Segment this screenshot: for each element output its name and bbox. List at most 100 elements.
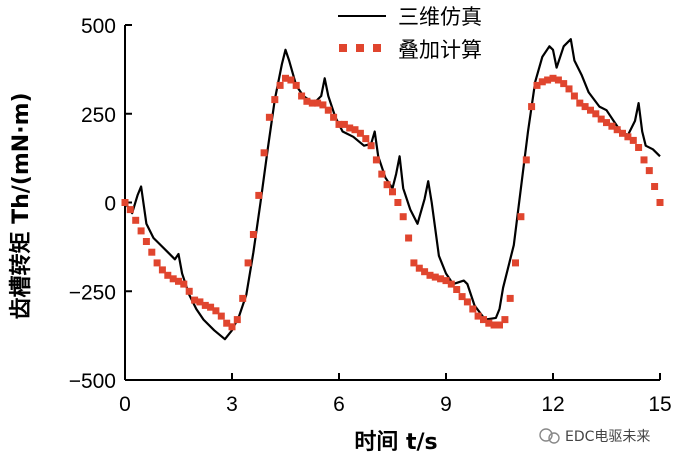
x-tick-label: 0 <box>119 393 131 416</box>
x-tick-label: 6 <box>333 393 345 416</box>
y-tick-label: −500 <box>69 370 116 393</box>
data-point-superposition <box>212 307 220 315</box>
data-point-superposition <box>191 296 199 304</box>
legend-label-simulation: 三维仿真 <box>398 5 482 29</box>
data-point-superposition <box>378 170 386 178</box>
data-point-superposition <box>554 76 562 84</box>
data-point-superposition <box>335 120 343 128</box>
data-point-superposition <box>356 129 364 137</box>
data-point-superposition <box>442 277 450 285</box>
data-point-superposition <box>651 183 659 190</box>
legend-marker-swatch <box>373 44 381 52</box>
data-point-superposition <box>303 97 311 105</box>
data-point-superposition <box>276 81 284 89</box>
data-point-superposition <box>223 319 231 327</box>
plot-layer: 0 3 6 9 12 15 500 250 0 −250 −500 <box>69 15 672 416</box>
data-point-superposition <box>180 280 188 288</box>
data-point-superposition <box>496 321 503 329</box>
data-point-superposition <box>126 206 134 214</box>
legend-marker-swatch <box>339 44 347 52</box>
data-point-superposition <box>613 126 621 134</box>
data-point-superposition <box>581 103 589 111</box>
data-point-superposition <box>570 92 578 100</box>
data-point-superposition <box>260 149 268 157</box>
data-point-superposition <box>522 156 530 164</box>
data-point-superposition <box>389 188 396 196</box>
x-tick-label: 15 <box>648 393 671 416</box>
data-point-superposition <box>490 321 498 329</box>
data-point-superposition <box>576 99 584 107</box>
data-point-superposition <box>265 113 273 121</box>
watermark: EDC电驱未来 <box>539 428 650 445</box>
data-point-superposition <box>319 101 327 109</box>
watermark-text: EDC电驱未来 <box>565 429 650 445</box>
data-point-superposition <box>207 303 215 311</box>
data-point-superposition <box>217 312 225 320</box>
data-point-superposition <box>233 316 241 324</box>
data-point-superposition <box>175 277 182 285</box>
data-point-superposition <box>421 268 429 276</box>
data-point-superposition <box>640 156 648 164</box>
data-point-superposition <box>597 115 605 123</box>
data-point-superposition <box>249 231 257 238</box>
legend-marker-swatch <box>356 44 364 52</box>
data-point-superposition <box>351 126 359 134</box>
data-point-superposition <box>255 191 263 199</box>
data-point-superposition <box>447 280 455 288</box>
data-point-superposition <box>635 144 643 151</box>
x-axis-label: 时间 t/s <box>354 430 437 455</box>
data-point-superposition <box>394 199 402 206</box>
data-point-superposition <box>587 106 594 114</box>
data-point-superposition <box>533 81 541 89</box>
data-point-superposition <box>196 298 204 306</box>
data-point-superposition <box>501 316 509 324</box>
data-point-superposition <box>549 74 557 82</box>
data-point-superposition <box>201 301 209 309</box>
y-axis-label: 齿槽转矩 Th/(mN·m) <box>8 92 34 319</box>
data-point-superposition <box>485 319 493 327</box>
data-point-superposition <box>619 129 626 137</box>
x-tick-label: 12 <box>541 393 564 416</box>
data-point-superposition <box>372 156 380 164</box>
data-point-superposition <box>132 216 140 224</box>
data-point-superposition <box>538 78 546 86</box>
data-point-superposition <box>164 271 172 279</box>
data-point-superposition <box>367 142 375 150</box>
y-tick-label: 250 <box>81 104 116 127</box>
data-point-superposition <box>645 167 653 175</box>
data-point-superposition <box>239 294 247 302</box>
data-point-superposition <box>560 80 568 88</box>
y-tick-label: 500 <box>81 15 116 38</box>
data-point-superposition <box>528 103 536 111</box>
data-point-superposition <box>474 312 482 320</box>
data-point-superposition <box>517 213 525 221</box>
data-point-superposition <box>148 248 156 256</box>
y-tick-label: 0 <box>104 193 116 216</box>
data-point-superposition <box>362 135 370 143</box>
data-point-superposition <box>415 264 423 272</box>
data-point-superposition <box>469 305 477 313</box>
data-point-superposition <box>431 273 439 281</box>
data-point-superposition <box>603 119 610 127</box>
data-point-superposition <box>292 81 300 89</box>
series-line-simulation <box>124 38 661 341</box>
data-point-superposition <box>158 266 166 274</box>
data-point-superposition <box>287 76 295 84</box>
data-point-superposition <box>228 323 236 331</box>
data-point-superposition <box>437 275 445 283</box>
data-point-superposition <box>453 286 461 293</box>
data-point-superposition <box>308 99 316 107</box>
data-point-superposition <box>592 110 600 118</box>
data-point-superposition <box>185 287 193 295</box>
data-point-superposition <box>480 316 487 324</box>
data-point-superposition <box>340 120 348 128</box>
data-point-superposition <box>142 238 150 245</box>
data-point-superposition <box>608 122 616 130</box>
data-point-superposition <box>656 199 664 206</box>
data-point-superposition <box>463 298 471 306</box>
data-point-superposition <box>426 271 434 279</box>
data-point-superposition <box>271 96 279 104</box>
legend: 三维仿真 叠加计算 <box>338 5 482 62</box>
